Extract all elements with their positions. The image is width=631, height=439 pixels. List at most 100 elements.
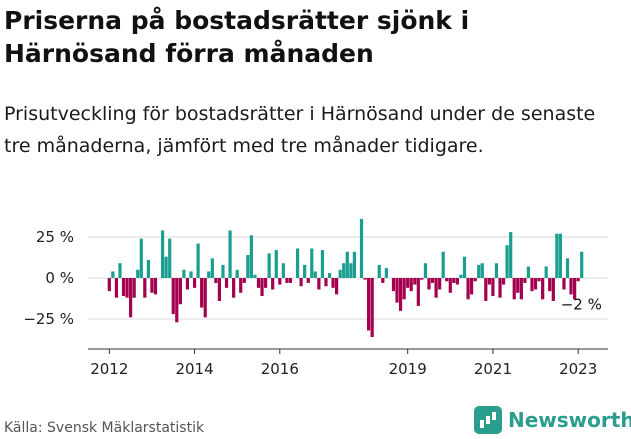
bar bbox=[480, 263, 484, 278]
bar bbox=[146, 259, 150, 278]
x-tick-label: 2014 bbox=[175, 360, 213, 378]
bar bbox=[171, 278, 175, 315]
y-tick-label: −25 % bbox=[23, 310, 74, 328]
bar bbox=[370, 278, 374, 338]
x-tick-label: 2012 bbox=[90, 360, 128, 378]
x-tick-label: 2023 bbox=[559, 360, 597, 378]
bar bbox=[551, 278, 555, 301]
bar bbox=[271, 278, 275, 290]
bar bbox=[210, 258, 214, 278]
bar bbox=[526, 266, 531, 278]
newsworthy-icon bbox=[474, 406, 502, 434]
bar bbox=[416, 278, 420, 306]
bar bbox=[423, 263, 428, 278]
chart-subtitle: Prisutveckling för bostadsrätter i Härnö… bbox=[4, 103, 596, 157]
bar bbox=[420, 278, 424, 280]
y-axis-labels: 25 % 0 % −25 % bbox=[23, 228, 74, 328]
bar bbox=[317, 278, 321, 290]
bar bbox=[505, 245, 509, 278]
bar bbox=[512, 278, 516, 300]
x-tick-label: 2016 bbox=[261, 360, 299, 378]
bar bbox=[249, 235, 253, 278]
bar bbox=[203, 278, 207, 318]
bar bbox=[406, 278, 410, 288]
bar bbox=[278, 278, 282, 285]
bar bbox=[366, 278, 371, 331]
bar bbox=[402, 278, 406, 300]
bar bbox=[384, 268, 388, 278]
bar bbox=[114, 278, 119, 298]
bar bbox=[160, 230, 165, 278]
bar bbox=[359, 218, 364, 278]
bar bbox=[498, 278, 502, 298]
bar bbox=[107, 278, 111, 292]
bar bbox=[235, 269, 239, 278]
bar bbox=[175, 278, 179, 323]
bar bbox=[200, 278, 204, 308]
brand-name: Newsworthy bbox=[508, 408, 631, 432]
bar bbox=[306, 278, 310, 283]
bar bbox=[391, 278, 396, 292]
bar bbox=[143, 278, 147, 298]
bar bbox=[562, 278, 566, 290]
bar bbox=[363, 278, 367, 280]
bar bbox=[569, 278, 573, 295]
bar bbox=[267, 253, 271, 278]
bar bbox=[178, 278, 182, 305]
bar bbox=[153, 278, 158, 295]
bar bbox=[260, 278, 264, 297]
bar bbox=[299, 278, 303, 287]
bar bbox=[256, 278, 261, 288]
bar bbox=[239, 278, 243, 293]
bar bbox=[441, 251, 445, 278]
bar bbox=[580, 251, 584, 278]
bar bbox=[246, 255, 250, 278]
bar bbox=[434, 278, 438, 298]
bar bbox=[224, 278, 229, 288]
bar bbox=[462, 256, 467, 278]
bar bbox=[139, 238, 143, 278]
bar bbox=[136, 269, 140, 278]
bar bbox=[331, 278, 335, 288]
bar bbox=[121, 278, 126, 297]
bar bbox=[487, 278, 491, 285]
bar bbox=[395, 278, 399, 303]
newsworthy-logo[interactable]: Newsworthy bbox=[474, 405, 631, 435]
bar bbox=[345, 251, 349, 278]
bar bbox=[519, 278, 523, 300]
bar bbox=[548, 278, 552, 292]
chart-title: Priserna på bostadsrätter sjönk i Härnös… bbox=[4, 6, 470, 68]
bar bbox=[516, 278, 520, 293]
bar bbox=[118, 263, 122, 278]
bar bbox=[533, 278, 538, 290]
bar bbox=[413, 278, 417, 285]
bar bbox=[470, 278, 474, 295]
bar bbox=[111, 271, 115, 278]
bar bbox=[288, 278, 293, 283]
y-tick-label: 25 % bbox=[36, 228, 74, 246]
bar bbox=[377, 264, 381, 278]
source-text: Källa: Svensk Mäklarstatistik bbox=[4, 420, 205, 436]
bar bbox=[352, 251, 356, 278]
bar bbox=[484, 278, 488, 301]
bar bbox=[509, 232, 513, 278]
bar bbox=[477, 264, 481, 278]
bar bbox=[207, 271, 211, 278]
bar bbox=[466, 278, 470, 300]
bar bbox=[324, 278, 328, 287]
bar bbox=[214, 278, 218, 283]
bar bbox=[576, 278, 580, 282]
bar bbox=[544, 266, 548, 278]
bar bbox=[327, 273, 332, 278]
x-tick-label: 2019 bbox=[389, 360, 427, 378]
bar bbox=[192, 278, 197, 288]
bar bbox=[125, 278, 129, 298]
bar bbox=[342, 263, 346, 278]
bar bbox=[430, 278, 435, 283]
bar bbox=[320, 250, 325, 278]
bar bbox=[274, 250, 278, 278]
bar bbox=[264, 278, 268, 288]
bar bbox=[473, 278, 477, 282]
bar bbox=[217, 278, 222, 301]
bar bbox=[196, 243, 200, 278]
